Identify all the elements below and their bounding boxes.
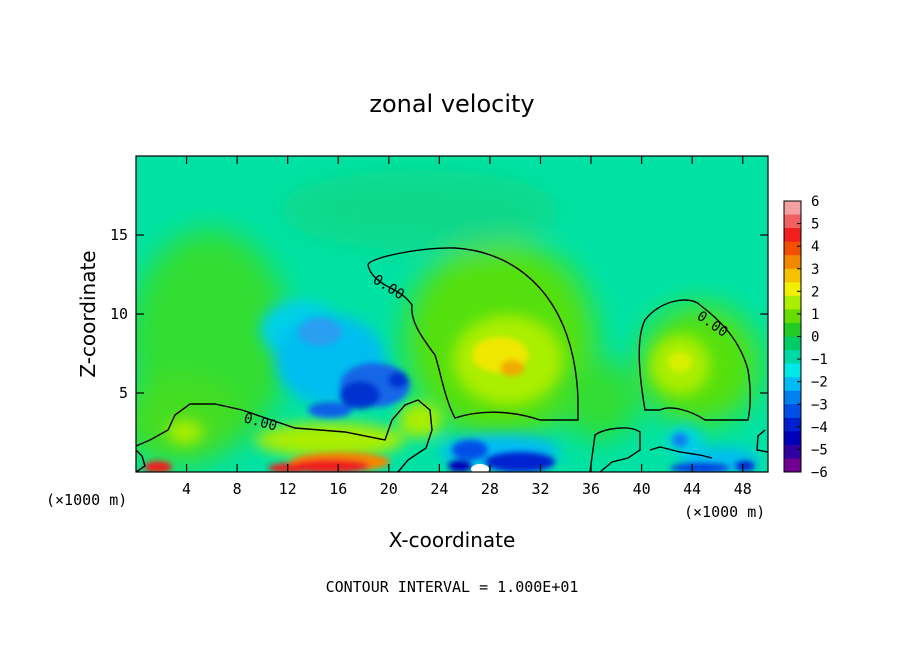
colorbar-tick-label: −5 [811, 442, 828, 458]
colorbar-swatch [784, 431, 801, 446]
colorbar-tick-label: 1 [811, 307, 819, 323]
colorbar-swatch [784, 363, 801, 378]
x-tick-label: 8 [233, 480, 242, 498]
colorbar-tick-label: 0 [811, 330, 819, 346]
colorbar-swatch [784, 214, 801, 229]
x-tick-label: 48 [734, 480, 752, 498]
contour-south-2 [756, 429, 768, 453]
colorbar-swatch [784, 444, 801, 459]
y-tick-label: 15 [110, 226, 128, 244]
x-tick-label: 32 [531, 480, 549, 498]
colorbar-swatch [784, 309, 801, 324]
x-axis-label: X-coordinate [389, 528, 516, 552]
colorbar-swatch [784, 241, 801, 256]
contour-central-upper [367, 247, 579, 421]
x-tick-label: 24 [430, 480, 448, 498]
colorbar-tick-label: −1 [811, 352, 828, 368]
x-unit-left: (×1000 m) [46, 491, 127, 509]
colorbar-swatch [784, 377, 801, 392]
colorbar-swatch [784, 390, 801, 405]
x-axis: 4 8 12 16 20 24 28 32 36 40 44 48 [182, 156, 752, 498]
x-tick-label: 40 [633, 480, 651, 498]
y-tick-label: 5 [119, 384, 128, 402]
x-tick-label: 16 [329, 480, 347, 498]
y-tick-label: 10 [110, 305, 128, 323]
colorbar-tick-label: 3 [811, 262, 819, 278]
colorbar-swatch [784, 322, 801, 337]
colorbar-tick-label: −4 [811, 420, 828, 436]
x-tick-label: 28 [481, 480, 499, 498]
contour-interval-note: CONTOUR INTERVAL = 1.000E+01 [326, 578, 579, 596]
contour-south-3 [649, 446, 713, 459]
colorbar-swatch [784, 417, 801, 432]
colorbar-tick-label: 4 [811, 239, 819, 255]
colorbar-tick-label: −6 [811, 465, 828, 481]
y-axis-label: Z-coordinate [76, 250, 100, 377]
zero-contours [136, 247, 768, 472]
colorbar-swatch [784, 295, 801, 310]
colorbar-tick-label: 2 [811, 284, 819, 300]
colorbar-swatch [784, 228, 801, 243]
contour-south-4 [136, 449, 146, 472]
colorbar: 6 5 4 3 2 1 0 −1 −2 −3 −4 −5 −6 [783, 194, 828, 481]
colorbar-tick-label: −3 [811, 397, 828, 413]
colorbar-swatch [784, 282, 801, 297]
x-tick-label: 44 [683, 480, 701, 498]
colorbar-swatch [784, 255, 801, 270]
x-tick-label: 12 [279, 480, 297, 498]
colorbar-swatch [784, 404, 801, 419]
colorbar-tick-label: −2 [811, 375, 828, 391]
colorbar-swatch [784, 201, 801, 216]
x-tick-label: 36 [582, 480, 600, 498]
colorbar-tick-label: 6 [811, 194, 819, 210]
x-tick-label: 4 [182, 480, 191, 498]
colorbar-swatch [784, 336, 801, 351]
contour-south-1 [589, 427, 641, 472]
contour-east-upper [638, 299, 751, 421]
y-axis: 5 10 15 [110, 226, 768, 402]
colorbar-swatch [784, 458, 801, 473]
x-unit-right: (×1000 m) [684, 503, 765, 521]
chart-title: zonal velocity [369, 90, 534, 118]
colorbar-swatch [784, 268, 801, 283]
missing-data-patch [471, 464, 489, 472]
colorbar-swatch [784, 350, 801, 365]
contour-west [136, 399, 433, 472]
x-tick-label: 20 [380, 480, 398, 498]
heatmap-field: 0.00 0.00 0.00 [136, 156, 768, 472]
colorbar-tick-label: 5 [811, 217, 819, 233]
core-features [144, 318, 755, 472]
